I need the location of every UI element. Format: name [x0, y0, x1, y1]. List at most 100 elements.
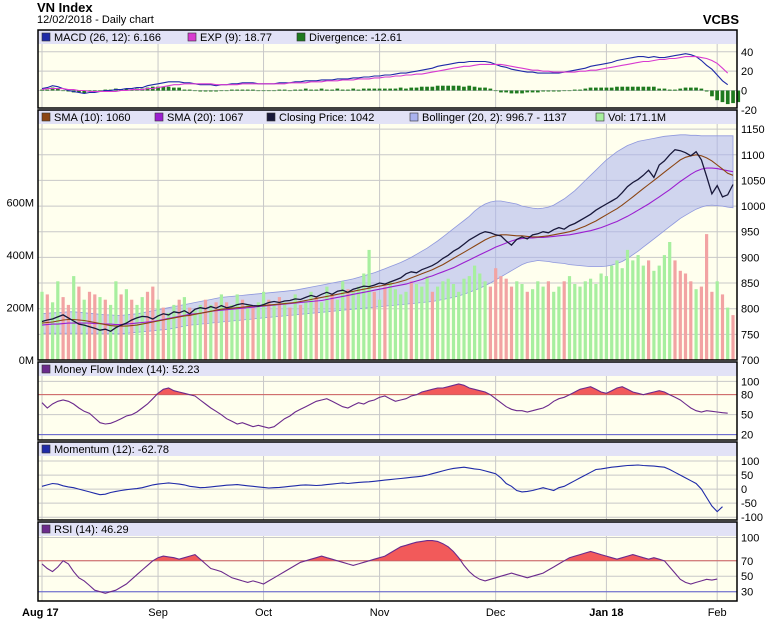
- volume-bar: [235, 294, 239, 360]
- macd-legend-swatch: [296, 32, 306, 42]
- source-label: VCBS: [702, 12, 739, 27]
- volume-bar: [172, 304, 176, 360]
- divergence-bar: [710, 90, 714, 97]
- volume-bar: [82, 299, 86, 360]
- volume-bar: [246, 304, 250, 360]
- volume-bar: [478, 273, 482, 360]
- macd-legend-label: Divergence: -12.61: [309, 32, 402, 44]
- volume-bar: [167, 312, 171, 360]
- volume-bar: [578, 286, 582, 360]
- divergence-bar: [261, 90, 266, 92]
- macd-legend-label: MACD (26, 12): 6.166: [54, 32, 161, 44]
- volume-bar: [40, 291, 44, 360]
- divergence-bar: [530, 90, 535, 93]
- divergence-bar: [40, 89, 44, 91]
- divergence-bar: [187, 89, 192, 91]
- divergence-bar: [652, 86, 656, 91]
- volume-bar: [330, 294, 334, 360]
- volume-bar: [657, 265, 661, 360]
- volume-bar: [372, 291, 376, 360]
- price-frame: [37, 109, 738, 361]
- volume-bar: [362, 273, 366, 360]
- divergence-bar: [551, 90, 556, 92]
- volume-bar: [45, 294, 49, 360]
- price-tick-label: 700: [741, 355, 759, 367]
- volume-bar: [420, 286, 424, 360]
- volume-bar: [151, 286, 155, 360]
- volume-bar: [182, 297, 186, 360]
- divergence-bar: [298, 89, 303, 91]
- divergence-bar: [367, 88, 371, 91]
- divergence-bar: [372, 88, 377, 91]
- divergence-bar: [720, 90, 725, 103]
- volume-bar: [689, 281, 693, 360]
- volume-bar: [267, 299, 271, 360]
- divergence-bar: [725, 90, 730, 105]
- divergence-bar: [303, 88, 308, 91]
- volume-bar: [393, 289, 397, 360]
- divergence-bar: [56, 88, 60, 91]
- divergence-bar: [256, 90, 261, 92]
- volume-bar: [409, 281, 413, 360]
- divergence-bar: [504, 90, 508, 93]
- volume-bar: [473, 265, 477, 360]
- price-tick-label: 900: [741, 252, 759, 264]
- volume-bar: [668, 242, 672, 360]
- volume-bar: [683, 273, 688, 360]
- volume-bar: [51, 302, 55, 360]
- divergence-bar: [646, 86, 651, 91]
- volume-bar: [631, 260, 635, 360]
- divergence-bar: [525, 90, 530, 93]
- divergence-bar: [124, 88, 129, 91]
- volume-tick-label: 0M: [19, 355, 34, 367]
- divergence-bar: [546, 90, 551, 92]
- volume-bar: [130, 299, 134, 360]
- divergence-bar: [488, 88, 493, 91]
- panel-macd: 40 20 0 -20 MACD (26, 12): 6.166 EXP (9): 18.…: [37, 29, 757, 117]
- mfi-legend-label: Money Flow Index (14): 52.23: [54, 364, 200, 376]
- momentum-tick-label: 50: [741, 470, 753, 482]
- divergence-bar: [467, 85, 472, 91]
- volume-bar: [715, 281, 719, 360]
- volume-bar: [520, 284, 524, 360]
- divergence-bar: [478, 87, 482, 91]
- divergence-bar: [214, 90, 218, 92]
- volume-bar: [414, 284, 419, 360]
- volume-bar: [109, 304, 113, 360]
- x-tick-label: Feb: [708, 607, 727, 619]
- volume-bar: [251, 307, 255, 360]
- divergence-bar: [288, 90, 292, 92]
- volume-bar: [177, 299, 181, 360]
- divergence-bar: [388, 88, 392, 91]
- volume-bar: [562, 281, 566, 360]
- divergence-bar: [557, 90, 561, 92]
- volume-bar: [188, 307, 192, 360]
- volume-bar: [325, 286, 329, 360]
- momentum-line-momentum: [41, 464, 723, 513]
- macd-legend-strip: [38, 30, 737, 44]
- divergence-bar: [325, 89, 329, 91]
- price-legend-swatch: [154, 112, 164, 122]
- macd-legend-swatch: [187, 32, 197, 42]
- volume-bar: [699, 286, 703, 360]
- volume-bar: [488, 286, 492, 360]
- divergence-bar: [683, 87, 688, 91]
- macd-tick-label: -20: [741, 105, 757, 117]
- mfi-tick-label: 100: [741, 376, 759, 388]
- price-tick-label: 1150: [741, 124, 765, 136]
- divergence-bar: [383, 88, 387, 91]
- divergence-bar: [156, 86, 160, 91]
- volume-tick-label: 400M: [6, 250, 34, 262]
- volume-bar: [193, 310, 197, 360]
- volume-bar: [446, 278, 450, 360]
- divergence-bar: [346, 89, 350, 91]
- rsi-frame: [37, 521, 738, 602]
- volume-bar: [356, 286, 361, 360]
- volume-bar: [283, 302, 287, 360]
- divergence-bar: [161, 86, 166, 91]
- volume-bar: [726, 307, 730, 360]
- price-legend-label: Bollinger (20, 2): 996.7 - 1137: [422, 112, 567, 124]
- divergence-bar: [409, 87, 414, 91]
- volume-bar: [351, 291, 355, 360]
